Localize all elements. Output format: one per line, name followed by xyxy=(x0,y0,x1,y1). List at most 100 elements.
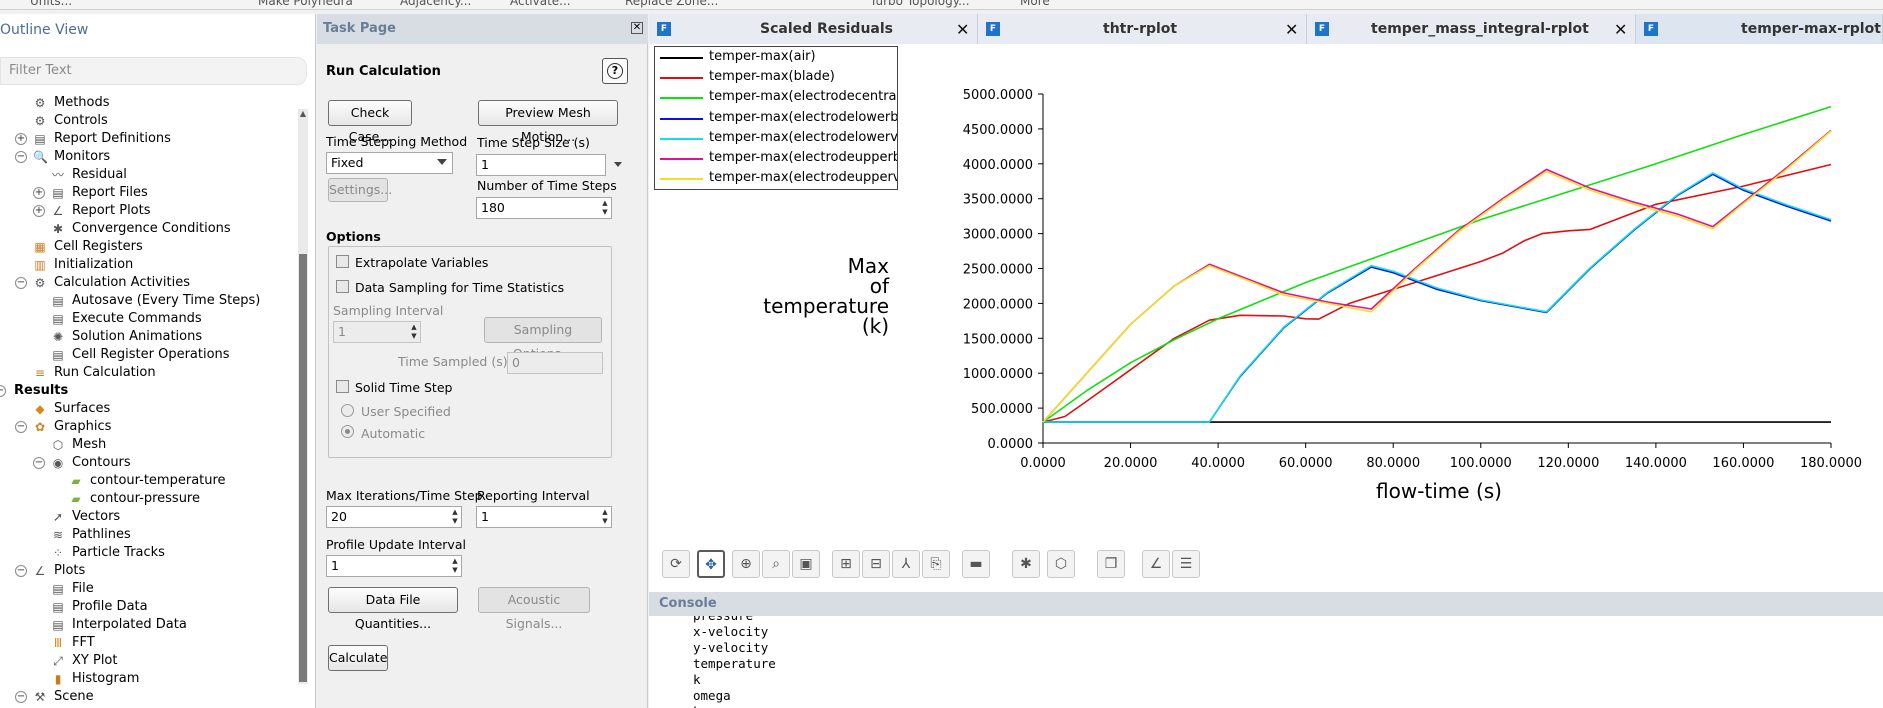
settings-button[interactable]: Settings... xyxy=(328,178,392,202)
tree-item[interactable]: ▰ contour-pressure xyxy=(0,490,298,508)
tree-item[interactable]: − ∠ Plots xyxy=(0,562,298,580)
ribbon-adjacency[interactable]: Adjacency... xyxy=(400,0,472,8)
data-file-quantities-button[interactable]: Data File Quantities... xyxy=(328,587,458,631)
spinner-icon[interactable]: ▲ ▼ xyxy=(452,508,458,525)
ribbon-make-polyhedra[interactable]: Make Polyhedra xyxy=(258,0,353,8)
pan-icon[interactable]: ✥ xyxy=(697,550,725,578)
filter-text-input[interactable]: Filter Text xyxy=(0,57,307,85)
check-case-button[interactable]: Check Case... xyxy=(328,100,412,144)
ribbon-turbo-topology[interactable]: Turbo Topology... xyxy=(870,0,970,8)
collapse-icon[interactable]: − xyxy=(15,691,27,703)
tab-scaled-residuals[interactable]: F Scaled Residuals ✕ xyxy=(649,14,978,44)
collapse-icon[interactable]: − xyxy=(33,457,45,469)
sampling-options-button[interactable]: Sampling Options... xyxy=(484,317,602,361)
tree-item[interactable]: −Results xyxy=(0,382,298,400)
rotate-icon[interactable]: ⟳ xyxy=(662,550,690,578)
tree-item[interactable]: ▤ File xyxy=(0,580,298,598)
zoom-in-icon[interactable]: ⊞ xyxy=(832,550,860,578)
collapse-icon[interactable]: − xyxy=(0,385,6,397)
tree-item[interactable]: ⚙ Methods xyxy=(0,94,298,112)
collapse-icon[interactable]: − xyxy=(15,565,27,577)
outline-scrollbar[interactable]: ▲ xyxy=(298,109,308,684)
plot-icon[interactable]: ∠ xyxy=(1142,550,1170,578)
tab-temper-max-rplot[interactable]: F temper-max-rplot xyxy=(1636,14,1883,44)
zoom-out-icon[interactable]: ⊟ xyxy=(862,550,890,578)
expand-icon[interactable]: + xyxy=(33,205,45,217)
tree-item[interactable]: ▰ contour-temperature xyxy=(0,472,298,490)
close-icon[interactable]: ✕ xyxy=(1285,20,1299,39)
time-step-size-input[interactable]: 1 xyxy=(476,154,606,176)
properties-icon[interactable]: ☰ xyxy=(1172,550,1200,578)
close-icon[interactable]: ✕ xyxy=(631,22,643,34)
tree-item[interactable]: + ▤ Report Files xyxy=(0,184,298,202)
spinner-icon[interactable]: ▲ ▼ xyxy=(602,199,608,216)
tree-item[interactable]: ▦ Cell Registers xyxy=(0,238,298,256)
max-iterations-input[interactable]: 20 ▲ ▼ xyxy=(326,506,462,528)
number-of-time-steps-input[interactable]: 180 ▲ ▼ xyxy=(476,197,612,219)
tree-item[interactable]: ➚ Vectors xyxy=(0,508,298,526)
preview-mesh-motion-button[interactable]: Preview Mesh Motion... xyxy=(478,100,618,144)
tree-item[interactable]: ⬡ Mesh xyxy=(0,436,298,454)
zoom-icon[interactable]: ⊕ xyxy=(732,550,760,578)
time-sampled-input[interactable]: 0 xyxy=(507,352,603,374)
calculate-button[interactable]: Calculate xyxy=(328,645,388,671)
console-output[interactable]: pressure x-velocity y-velocity temperatu… xyxy=(649,616,1883,708)
automatic-radio[interactable] xyxy=(341,425,354,438)
tree-item[interactable]: 〰 Residual xyxy=(0,166,298,184)
ribbon-replace-zone[interactable]: Replace Zone... xyxy=(625,0,719,8)
tree-item[interactable]: ▥ Initialization xyxy=(0,256,298,274)
tree-item[interactable]: Ⅲ FFT xyxy=(0,634,298,652)
tree-item[interactable]: ✺ Solution Animations xyxy=(0,328,298,346)
extrapolate-variables-checkbox[interactable] xyxy=(336,255,349,268)
acoustic-signals-button[interactable]: Acoustic Signals... xyxy=(478,587,590,631)
tree-item[interactable]: ▤ Autosave (Every Time Steps) xyxy=(0,292,298,310)
tree-item[interactable]: − ⚒ Scene xyxy=(0,688,298,706)
scroll-up-arrow[interactable]: ▲ xyxy=(299,109,307,118)
time-stepping-method-select[interactable]: Fixed xyxy=(326,152,453,174)
tree-item[interactable]: ▤ Cell Register Operations xyxy=(0,346,298,364)
tree-item[interactable]: − ⚙ Calculation Activities xyxy=(0,274,298,292)
tree-item[interactable]: ≡ Run Calculation xyxy=(0,364,298,382)
ribbon-more[interactable]: More xyxy=(1020,0,1050,8)
data-sampling-checkbox[interactable] xyxy=(336,280,349,293)
spinner-icon[interactable]: ▲ ▼ xyxy=(452,557,458,574)
view-cube-icon[interactable]: ⬡ xyxy=(1047,550,1075,578)
close-icon[interactable]: ✕ xyxy=(1614,20,1628,39)
close-icon[interactable]: ✕ xyxy=(956,20,970,39)
probe-icon[interactable]: ✱ xyxy=(1012,550,1040,578)
scroll-thumb[interactable] xyxy=(299,254,307,682)
ribbon-units[interactable]: Units... xyxy=(30,0,73,8)
fit-icon[interactable]: ▣ xyxy=(792,550,820,578)
tree-item[interactable]: ≋ Pathlines xyxy=(0,526,298,544)
chevron-down-icon[interactable] xyxy=(614,162,622,167)
spinner-icon[interactable]: ▲ ▼ xyxy=(411,323,417,340)
tab-thtr-rplot[interactable]: F thtr-rplot ✕ xyxy=(978,14,1307,44)
plot-area[interactable]: 0.0000 20.0000 40.0000 60.0000 80.0000 100.00… xyxy=(649,44,1883,538)
tree-item[interactable]: ▤ Profile Data xyxy=(0,598,298,616)
collapse-icon[interactable]: − xyxy=(15,151,27,163)
tab-temper-mass-integral-rplot[interactable]: F temper_mass_integral-rplot ✕ xyxy=(1307,14,1636,44)
tree-item[interactable]: ⤢ XY Plot xyxy=(0,652,298,670)
user-specified-radio[interactable] xyxy=(341,404,354,417)
reporting-interval-input[interactable]: 1 ▲ ▼ xyxy=(476,506,612,528)
help-button[interactable]: ? xyxy=(602,58,628,84)
profile-update-interval-input[interactable]: 1 ▲ ▼ xyxy=(326,555,462,577)
copy-icon[interactable]: ⎘ xyxy=(922,550,950,578)
sampling-interval-input[interactable]: 1 ▲ ▼ xyxy=(333,321,421,343)
axes-icon[interactable]: ⅄ xyxy=(892,550,920,578)
tree-item[interactable]: ◆ Surfaces xyxy=(0,400,298,418)
tree-item[interactable]: ▤ Execute Commands xyxy=(0,310,298,328)
zoom-box-icon[interactable]: ⌕ xyxy=(762,550,790,578)
tree-item[interactable]: ▤ Interpolated Data xyxy=(0,616,298,634)
solid-time-step-checkbox[interactable] xyxy=(336,380,349,393)
expand-icon[interactable]: + xyxy=(33,187,45,199)
expand-icon[interactable]: + xyxy=(15,133,27,145)
ruler-icon[interactable]: ▬ xyxy=(962,550,990,578)
spinner-icon[interactable]: ▲ ▼ xyxy=(602,508,608,525)
tree-item[interactable]: ⚙ Controls xyxy=(0,112,298,130)
tree-item[interactable]: ⁘ Particle Tracks xyxy=(0,544,298,562)
tree-item[interactable]: − ◉ Contours xyxy=(0,454,298,472)
tree-item[interactable]: − 🔍 Monitors xyxy=(0,148,298,166)
layers-icon[interactable]: ❐ xyxy=(1097,550,1125,578)
tree-item[interactable]: ▮ Histogram xyxy=(0,670,298,688)
